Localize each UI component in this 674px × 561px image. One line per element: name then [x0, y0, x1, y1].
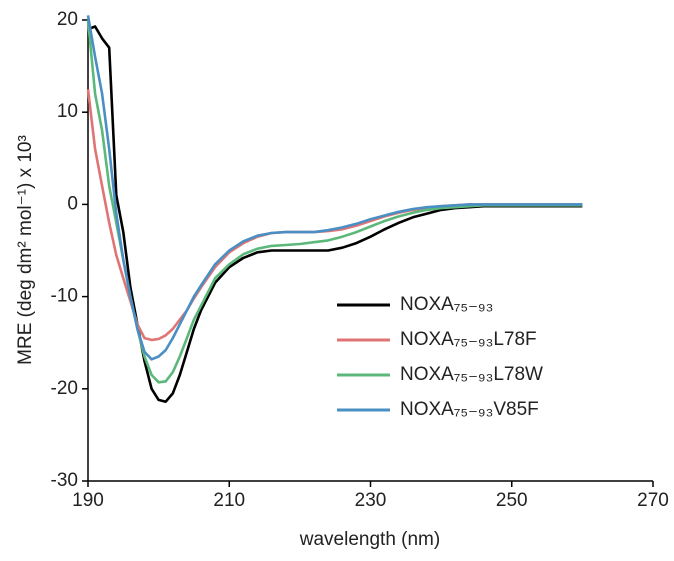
- y-axis-label: MRE (deg dm² mol⁻¹) x 10³: [15, 135, 36, 365]
- x-tick-label: 210: [213, 490, 245, 511]
- series-line: [86, 19, 583, 384]
- x-tick-label: 270: [637, 490, 669, 511]
- y-tick-label: 0: [67, 193, 78, 214]
- y-tick-label: 10: [57, 101, 78, 122]
- series-line: [86, 15, 583, 361]
- y-tick-label: -10: [51, 286, 78, 307]
- legend-label: NOXA₇₅₋₉₃V85F: [400, 399, 539, 420]
- x-tick-label: 250: [496, 490, 528, 511]
- x-tick-label: 230: [355, 490, 387, 511]
- y-tick-label: -20: [51, 378, 78, 399]
- legend-label: NOXA₇₅₋₉₃L78W: [400, 364, 543, 385]
- x-tick-label: 190: [72, 490, 104, 511]
- legend-label: NOXA₇₅₋₉₃: [400, 294, 493, 315]
- y-tick-label: 20: [57, 9, 78, 30]
- y-tick-label: -30: [51, 470, 78, 491]
- x-axis-label: wavelength (nm): [299, 529, 440, 550]
- legend-label: NOXA₇₅₋₉₃L78F: [400, 329, 537, 350]
- series-line: [86, 89, 583, 342]
